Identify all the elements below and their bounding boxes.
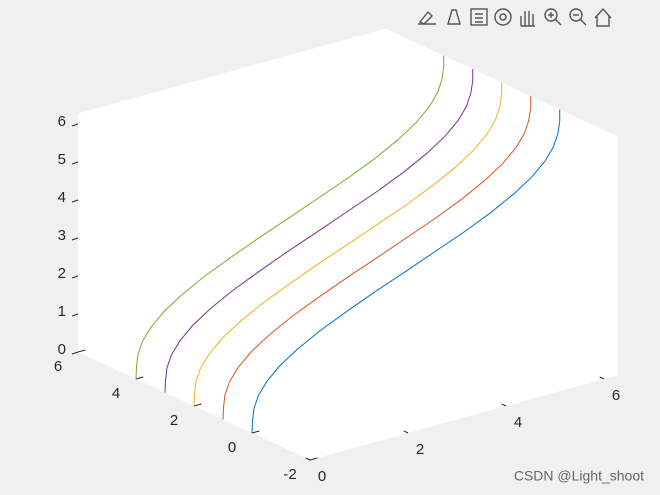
y-tick-label: 6 <box>54 358 62 375</box>
z-tick-label: 4 <box>58 189 66 206</box>
y-tick <box>77 349 86 353</box>
x-tick <box>501 403 507 407</box>
x-tick <box>403 430 409 434</box>
z-tick <box>71 351 79 355</box>
z-tick-label: 0 <box>58 341 66 358</box>
y-tick-label: 0 <box>228 439 236 456</box>
z-tick <box>71 161 79 165</box>
watermark: CSDN @Light_shoot <box>514 468 644 484</box>
y-tick-label: 2 <box>170 412 178 429</box>
z-tick-label: 2 <box>58 265 66 282</box>
line-series <box>251 109 561 434</box>
line-series <box>135 55 445 380</box>
y-tick <box>193 403 202 407</box>
x-tick <box>305 457 311 461</box>
pan-button[interactable] <box>520 11 535 27</box>
y-tick <box>135 376 144 380</box>
zoom-out-button[interactable] <box>569 8 587 26</box>
rotate-button[interactable] <box>494 8 512 26</box>
z-tick-label: 1 <box>58 303 66 320</box>
z-tick <box>71 275 79 279</box>
legend-button[interactable] <box>447 9 461 25</box>
z-tick <box>71 199 79 203</box>
z-tick <box>71 237 79 241</box>
toolbar <box>418 7 612 27</box>
zoom-in-button[interactable] <box>544 8 562 26</box>
z-tick <box>71 313 79 317</box>
z-tick-label: 3 <box>58 227 66 244</box>
y-tick-label: 4 <box>112 385 120 402</box>
z-tick-label: 6 <box>58 113 66 130</box>
line-series <box>222 96 532 420</box>
x-tick <box>599 376 605 380</box>
z-tick <box>71 123 79 127</box>
x-tick-label: 2 <box>416 441 424 458</box>
home-button[interactable] <box>594 7 612 27</box>
line-series <box>164 69 474 393</box>
y-tick <box>251 430 260 434</box>
brush-button[interactable] <box>418 10 436 25</box>
z-tick-label: 5 <box>58 151 66 168</box>
x-tick-label: 4 <box>514 414 522 431</box>
y-tick <box>309 457 318 461</box>
datatip-button[interactable] <box>470 8 488 26</box>
y-tick-label: -2 <box>283 466 296 483</box>
line-series <box>193 82 503 407</box>
x-tick-label: 0 <box>318 468 326 485</box>
x-tick-label: 6 <box>612 387 620 404</box>
